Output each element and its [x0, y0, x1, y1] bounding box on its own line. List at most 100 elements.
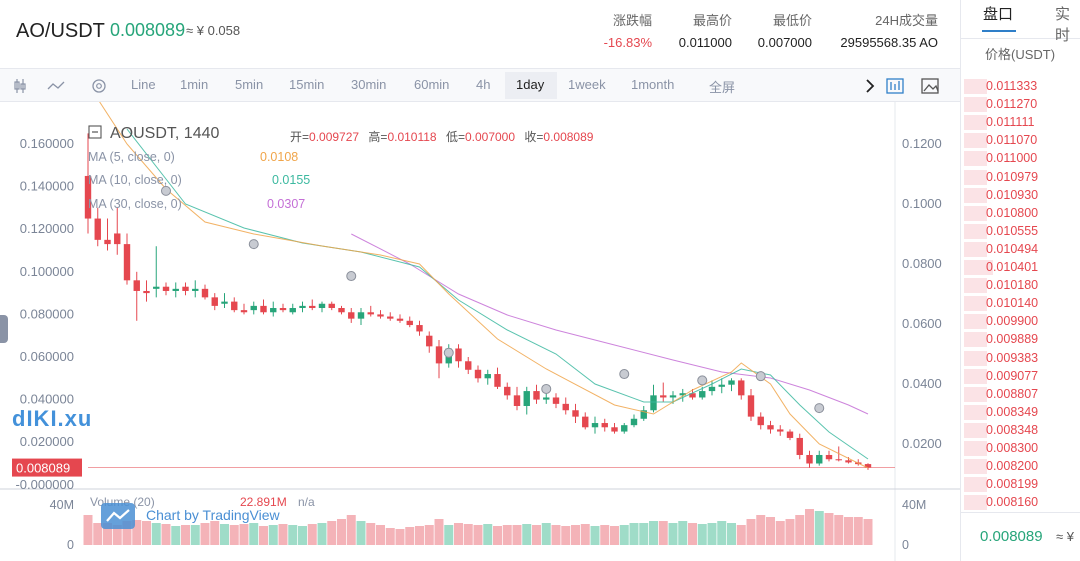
event-marker[interactable] [161, 185, 171, 196]
candle [172, 282, 179, 298]
volume-bar [356, 521, 366, 545]
volume-bar [229, 525, 239, 545]
ask-row[interactable]: 0.011333 [964, 77, 1080, 95]
volume-bar [444, 525, 454, 545]
interval-15min[interactable]: 15min [289, 77, 325, 92]
ask-row[interactable]: 0.010800 [964, 204, 1080, 222]
ask-row[interactable]: 0.008807 [964, 385, 1080, 403]
volume-bar [707, 523, 717, 545]
ask-row[interactable]: 0.011111 [964, 113, 1080, 131]
ma5-value: 0.0108 [260, 150, 299, 164]
volume-bar [346, 515, 356, 545]
ask-depth-bar [964, 169, 988, 185]
ask-row[interactable]: 0.010555 [964, 222, 1080, 240]
left-axis-tick: 0.140000 [20, 179, 74, 194]
event-marker[interactable] [697, 375, 708, 386]
volume-bar [405, 527, 415, 545]
ask-row[interactable]: 0.008160 [964, 493, 1080, 511]
volume-bar [210, 521, 220, 545]
candles-icon[interactable] [14, 79, 26, 93]
collapse-legend-icon[interactable] [88, 125, 104, 141]
screenshot-icon[interactable] [921, 78, 939, 94]
ask-row[interactable]: 0.011070 [964, 131, 1080, 149]
ask-row[interactable]: 0.010494 [964, 240, 1080, 258]
candle [718, 378, 725, 394]
ask-row[interactable]: 0.008348 [964, 421, 1080, 439]
volume-bar [463, 524, 473, 545]
high-value: 0.010118 [387, 130, 437, 144]
volume-bar [688, 523, 697, 545]
volume-bar [863, 519, 873, 545]
last-price-badge [12, 458, 82, 477]
volume-bar [668, 523, 678, 545]
chevron-right-icon[interactable] [866, 79, 875, 93]
candle [123, 233, 131, 285]
candle [182, 282, 189, 296]
ask-row[interactable]: 0.009900 [964, 312, 1080, 330]
ask-row[interactable]: 0.008300 [964, 439, 1080, 457]
ask-row[interactable]: 0.010401 [964, 258, 1080, 276]
candle [94, 207, 101, 247]
ask-row[interactable]: 0.008349 [964, 403, 1080, 421]
active-tab-underline [982, 30, 1016, 32]
ask-row[interactable]: 0.010979 [964, 168, 1080, 186]
volume-bar [181, 525, 190, 545]
volume-bar [483, 524, 493, 545]
settings-gear-icon[interactable] [89, 76, 109, 96]
event-marker[interactable] [619, 369, 630, 380]
candle [396, 314, 404, 323]
line-chart-icon[interactable] [47, 81, 65, 90]
ask-row[interactable]: 0.010180 [964, 276, 1080, 294]
volume-bar [93, 523, 103, 545]
interval-5min[interactable]: 5min [235, 77, 264, 92]
legend-symbol: AOUSDT, 1440 [110, 125, 220, 142]
ask-row[interactable]: 0.008199 [964, 475, 1080, 493]
tab-trades[interactable]: 实时 [1055, 6, 1071, 44]
volume-bar [678, 521, 688, 545]
interval-1day[interactable]: 1day [516, 77, 545, 92]
ask-row[interactable]: 0.008200 [964, 457, 1080, 475]
candle [513, 386, 521, 411]
candle [143, 280, 150, 302]
interval-60min[interactable]: 60min [414, 77, 450, 92]
fullscreen-button[interactable]: 全屏 [709, 80, 736, 95]
right-axis-tick: 0.1200 [902, 136, 942, 151]
ask-row[interactable]: 0.011270 [964, 95, 1080, 113]
pair-name[interactable]: AO/USDT [16, 20, 105, 42]
event-marker[interactable] [443, 347, 454, 358]
tab-orderbook[interactable]: 盘口 [983, 6, 1014, 23]
candle [309, 299, 316, 311]
interval-4h[interactable]: 4h [476, 77, 491, 92]
ask-price: 0.008300 [986, 441, 1039, 455]
ask-row[interactable]: 0.009077 [964, 367, 1080, 385]
interval-30min[interactable]: 30min [351, 77, 387, 92]
interval-line[interactable]: Line [131, 77, 156, 92]
event-marker[interactable] [346, 271, 357, 282]
ask-depth-bar [964, 97, 988, 113]
event-marker[interactable] [248, 239, 259, 250]
ask-row[interactable]: 0.010930 [964, 186, 1080, 204]
ask-row[interactable]: 0.009383 [964, 349, 1080, 367]
volume-na: n/a [298, 495, 315, 509]
candle [455, 344, 462, 368]
price-chart[interactable]: 0.1600000.1400000.1200000.1000000.080000… [0, 102, 960, 561]
event-marker[interactable] [541, 383, 552, 394]
ask-row[interactable]: 0.011000 [964, 149, 1080, 167]
volume-bar [795, 515, 805, 545]
ask-row[interactable]: 0.009889 [964, 330, 1080, 348]
ask-depth-bar [964, 151, 988, 167]
ask-price: 0.010930 [986, 187, 1039, 202]
chart-type-icons [14, 79, 65, 93]
side-panel-toggle[interactable] [0, 315, 8, 343]
ask-row[interactable]: 0.010140 [964, 294, 1080, 312]
event-marker[interactable] [755, 371, 766, 382]
interval-1month[interactable]: 1month [631, 77, 675, 92]
volume-bar [298, 526, 307, 545]
event-marker[interactable] [814, 403, 825, 414]
candle [611, 423, 618, 434]
right-axis-tick: 0.0200 [902, 436, 942, 451]
ask-price: 0.010800 [986, 205, 1039, 220]
interval-1min[interactable]: 1min [180, 77, 209, 92]
interval-1week[interactable]: 1week [568, 77, 606, 92]
indicator-icon[interactable] [886, 78, 904, 94]
